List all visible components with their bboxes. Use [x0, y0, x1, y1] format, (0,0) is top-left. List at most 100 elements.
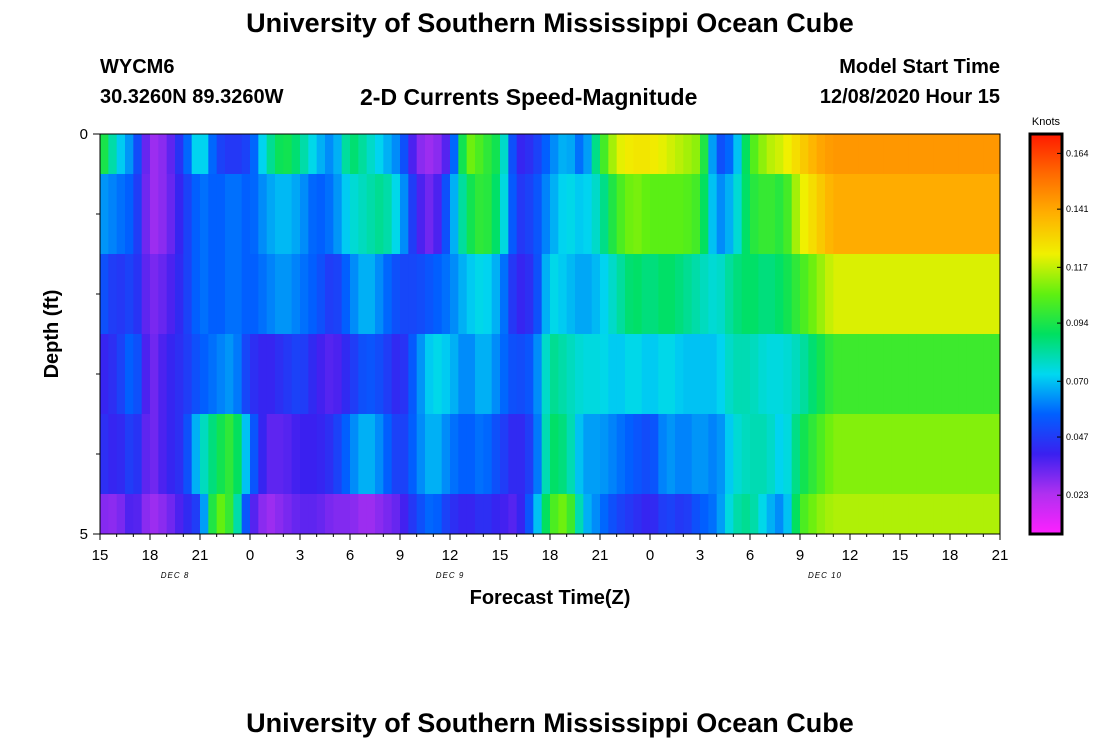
- heatmap-cell: [566, 174, 576, 254]
- heatmap-cell: [158, 254, 168, 334]
- heatmap-cell: [366, 494, 376, 534]
- y-tick-label: 5: [80, 526, 88, 543]
- heatmap-cell: [991, 134, 1001, 174]
- heatmap-cell: [691, 334, 701, 414]
- heatmap-cell: [116, 254, 126, 334]
- heatmap-cell: [558, 334, 568, 414]
- heatmap-cell: [450, 174, 459, 254]
- heatmap-cell: [600, 494, 609, 534]
- heatmap-cell: [700, 494, 709, 534]
- heatmap-cell: [675, 134, 684, 174]
- heatmap-cell: [216, 334, 226, 414]
- heatmap-cell: [325, 174, 334, 254]
- heatmap-cell: [608, 334, 618, 414]
- heatmap-cell: [483, 134, 493, 174]
- heatmap-cell: [125, 254, 134, 334]
- heatmap-cell: [750, 414, 759, 494]
- heatmap-cell: [791, 254, 801, 334]
- heatmap-cell: [491, 494, 501, 534]
- heatmap-cell: [933, 334, 943, 414]
- heatmap-cell: [383, 134, 393, 174]
- day-label: DEC 8: [161, 571, 190, 580]
- heatmap-cell: [958, 174, 968, 254]
- heatmap-cell: [566, 494, 576, 534]
- heatmap-cell: [283, 174, 293, 254]
- heatmap-cell: [550, 414, 559, 494]
- heatmap-cell: [666, 494, 676, 534]
- heatmap-cell: [908, 174, 918, 254]
- heatmap-cell: [850, 494, 859, 534]
- heatmap-cell: [116, 494, 126, 534]
- heatmap-cell: [133, 174, 143, 254]
- heatmap-cell: [466, 334, 476, 414]
- heatmap-cell: [300, 134, 309, 174]
- heatmap-cell: [208, 494, 218, 534]
- heatmap-cell: [583, 414, 593, 494]
- heatmap-cell: [841, 174, 851, 254]
- heatmap-cell: [133, 414, 143, 494]
- heatmap-cell: [733, 494, 743, 534]
- heatmap-cell: [875, 334, 884, 414]
- heatmap-cell: [241, 494, 251, 534]
- heatmap-cell: [150, 494, 159, 534]
- heatmap-cell: [783, 254, 793, 334]
- heatmap-cell: [425, 334, 434, 414]
- heatmap-cell: [758, 174, 768, 254]
- heatmap-cell: [375, 414, 384, 494]
- heatmap-cell: [733, 134, 743, 174]
- heatmap-cell: [933, 134, 943, 174]
- heatmap-cell: [600, 134, 609, 174]
- heatmap-cell: [875, 174, 884, 254]
- heatmap-cell: [108, 134, 118, 174]
- heatmap-cell: [341, 254, 351, 334]
- heatmap-cell: [325, 414, 334, 494]
- heatmap-cell: [933, 174, 943, 254]
- heatmap-cell: [333, 494, 343, 534]
- heatmap-cell: [191, 414, 201, 494]
- heatmap-cell: [891, 494, 901, 534]
- x-tick-label: 18: [942, 547, 959, 564]
- heatmap-cell: [116, 334, 126, 414]
- heatmap-cell: [458, 414, 468, 494]
- heatmap-cell: [166, 174, 176, 254]
- heatmap-cell: [550, 174, 559, 254]
- heatmap-cell: [883, 174, 893, 254]
- heatmap-cell: [591, 494, 601, 534]
- heatmap-cell: [775, 174, 784, 254]
- heatmap-cell: [491, 414, 501, 494]
- heatmap-cell: [533, 254, 543, 334]
- heatmap-cell: [516, 494, 526, 534]
- heatmap-cell: [633, 494, 643, 534]
- heatmap-cell: [575, 254, 584, 334]
- heatmap-cell: [425, 494, 434, 534]
- heatmap-cell: [741, 174, 751, 254]
- heatmap-cell: [383, 254, 393, 334]
- heatmap-cell: [350, 134, 359, 174]
- heatmap-cell: [433, 254, 443, 334]
- heatmap-cell: [633, 414, 643, 494]
- heatmap-cell: [741, 494, 751, 534]
- heatmap-cell: [450, 334, 459, 414]
- heatmap-cell: [291, 334, 301, 414]
- heatmap-cell: [333, 334, 343, 414]
- heatmap-cell: [391, 334, 401, 414]
- heatmap-cell: [725, 414, 734, 494]
- heatmap-cell: [583, 174, 593, 254]
- heatmap-cell: [483, 494, 493, 534]
- heatmap-cell: [408, 414, 418, 494]
- heatmap-cell: [566, 254, 576, 334]
- heatmap-cell: [108, 254, 118, 334]
- heatmap-cell: [283, 494, 293, 534]
- heatmap-cell: [966, 174, 976, 254]
- heatmap-cell: [216, 134, 226, 174]
- heatmap-cell: [850, 334, 859, 414]
- heatmap-cell: [841, 134, 851, 174]
- heatmap-cell: [258, 134, 268, 174]
- heatmap-cell: [616, 134, 626, 174]
- heatmap-cell: [808, 254, 818, 334]
- heatmap-cell: [400, 334, 409, 414]
- colorbar-tick-label: 0.070: [1066, 376, 1089, 386]
- heatmap-cell: [408, 494, 418, 534]
- heatmap-cell: [675, 174, 684, 254]
- heatmap-cell: [483, 414, 493, 494]
